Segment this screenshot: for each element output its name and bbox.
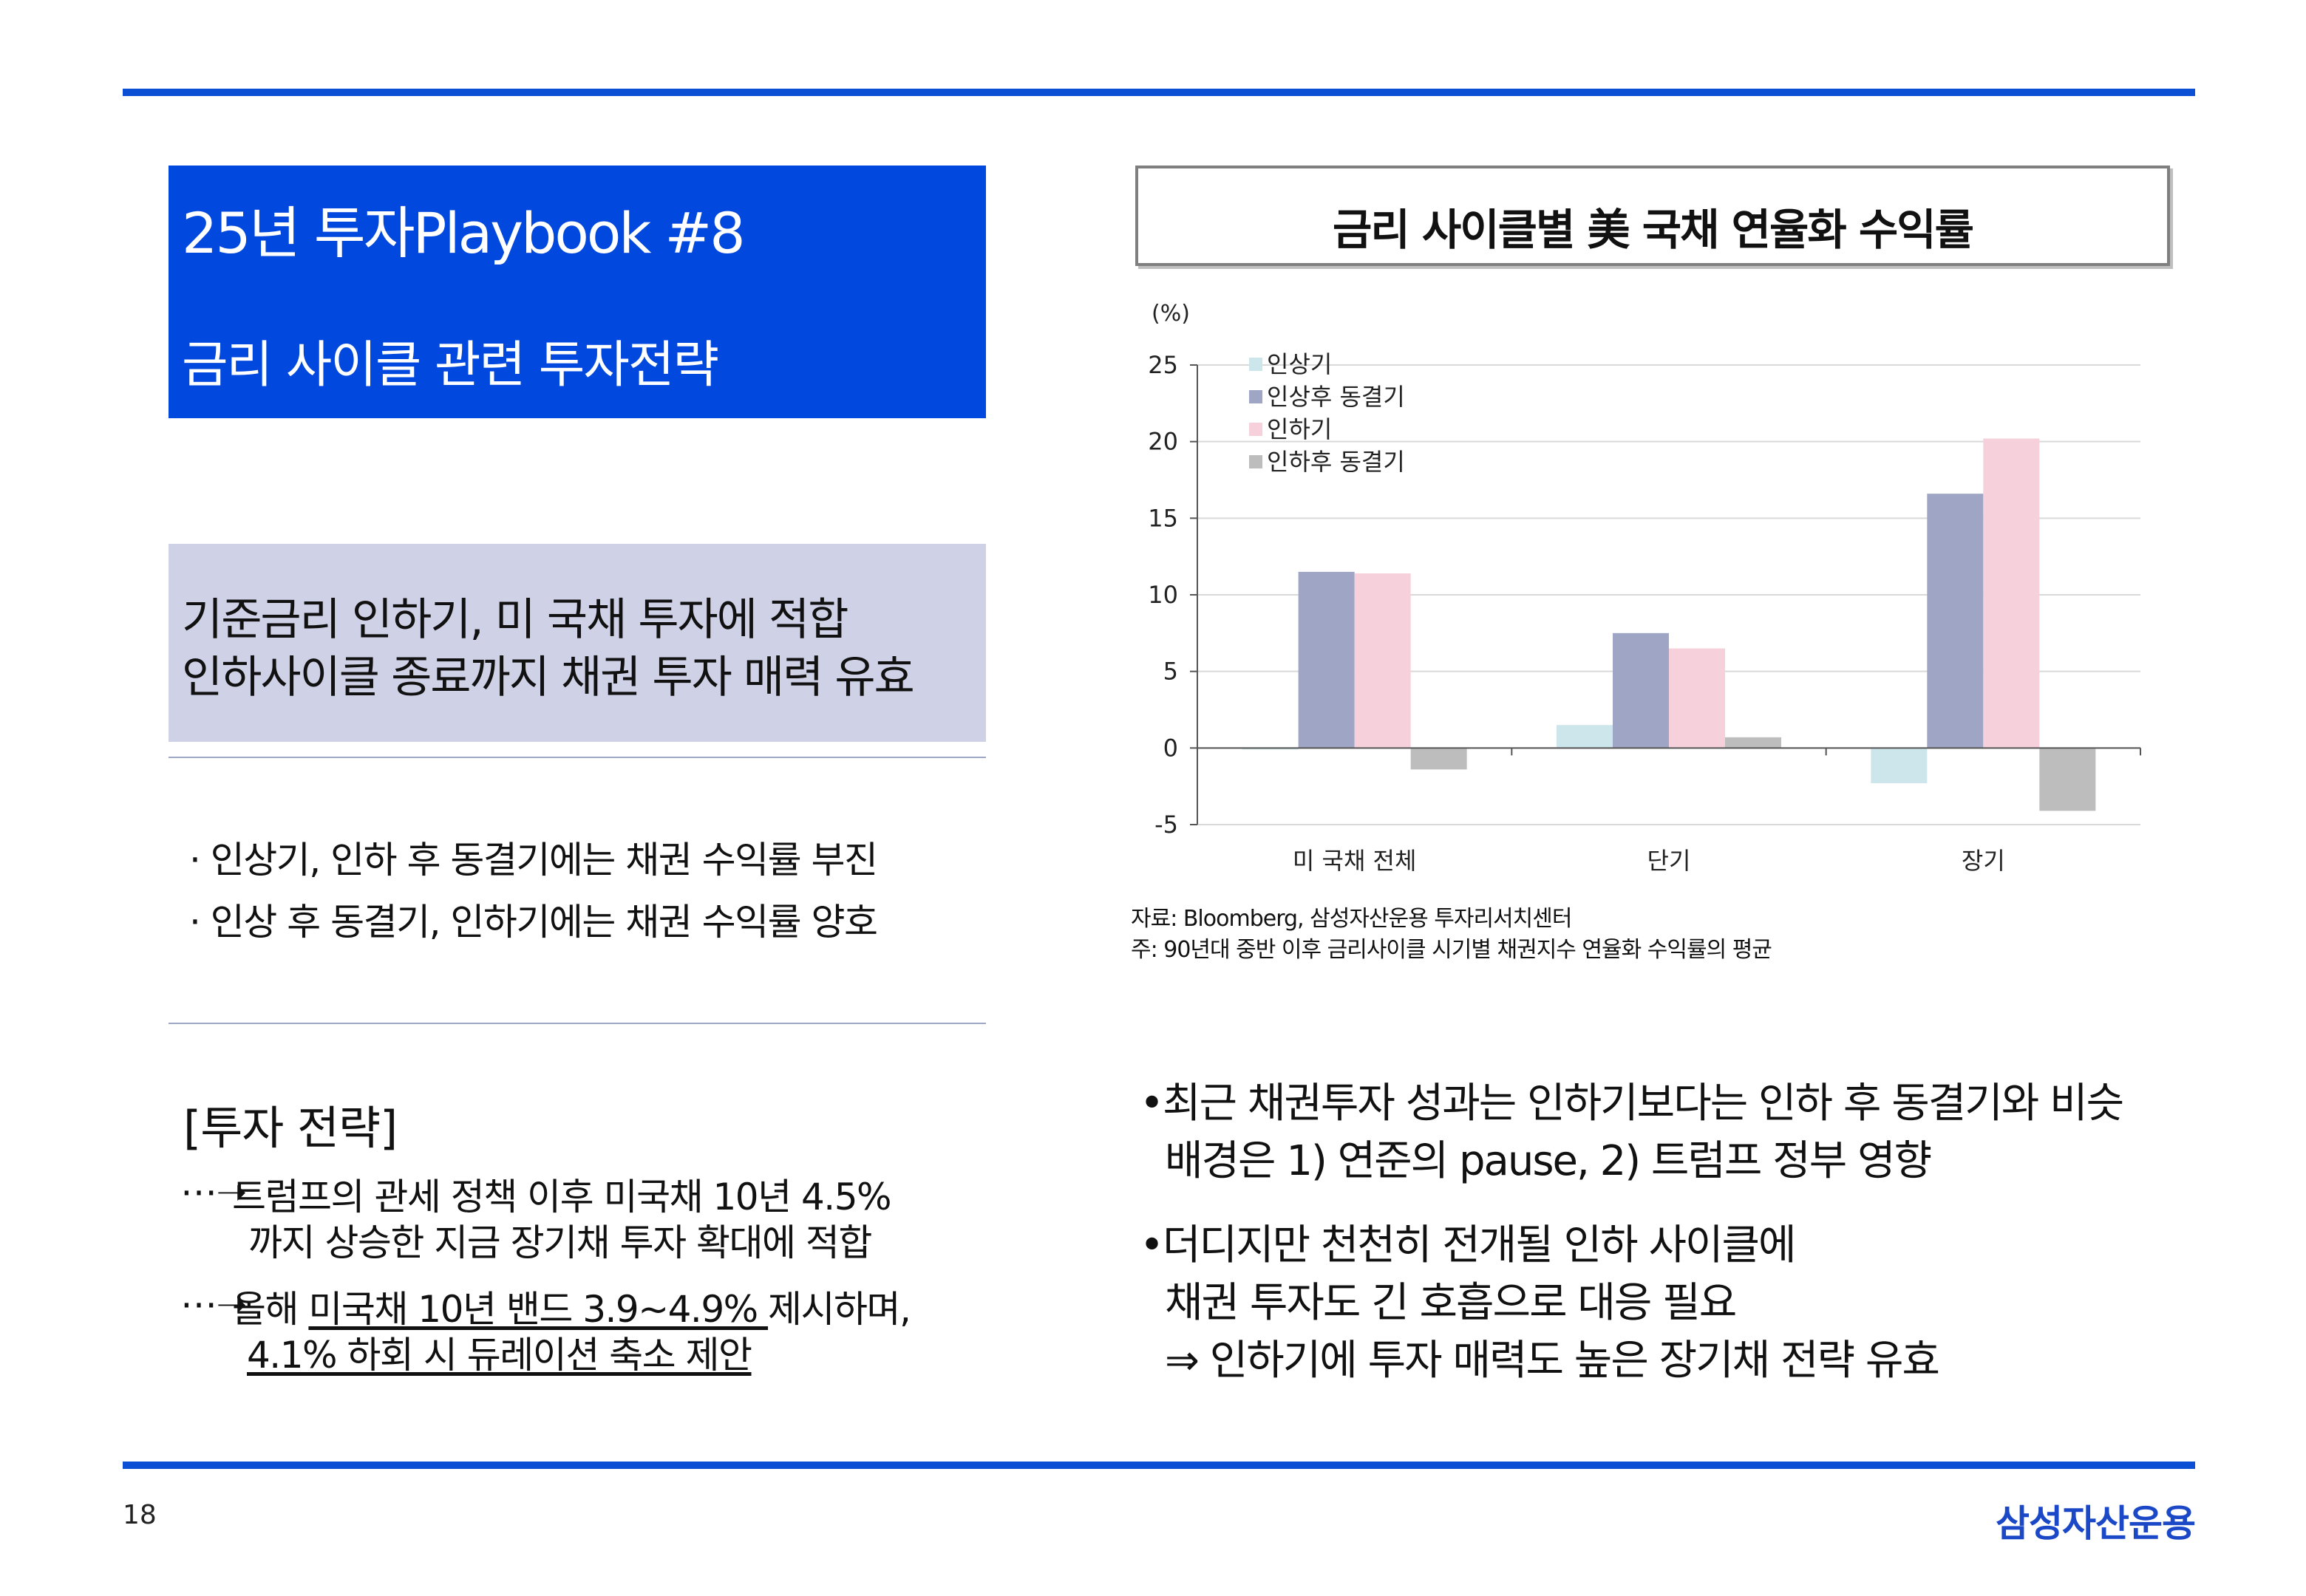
bar [1557,725,1613,748]
divider-bottom [169,1023,986,1024]
strategy-item-2-prefix: 올해 [232,1288,309,1331]
bar [1354,573,1411,748]
title-box: 25년 투자Playbook #8 금리 사이클 관련 투자전략 [169,166,986,418]
bar [1298,571,1355,748]
legend-label: 인상후 동결기 [1267,383,1405,411]
page-number: 18 [123,1500,157,1530]
x-tick-label: 미 국채 전체 [1293,847,1417,875]
right-bullet-2-line-1: •더디지만 천천히 전개될 인하 사이클에 [1140,1221,1797,1269]
strategy-item-2-suffix: 제시하며, [768,1288,911,1331]
legend-label: 인상기 [1267,350,1332,378]
bar [1725,737,1781,748]
right-bullet-2-line-3: ⇒ 인하기에 투자 매력도 높은 장기채 전략 유효 [1165,1337,1940,1385]
y-tick-label: 10 [1148,581,1178,609]
bar [1983,438,2040,748]
y-tick-label: 15 [1148,504,1178,532]
y-tick-label: 5 [1163,658,1178,686]
bar [1927,494,1984,748]
bottom-rule [123,1462,2195,1469]
strategy-item-2-line-1: 올해 미국채 10년 밴드 3.9~4.9% 제시하며, [232,1280,911,1333]
footnote: 주: 90년대 중반 이후 금리사이클 시기별 채권지수 연율화 수익률의 평균 [1131,937,1772,963]
y-axis-label: (%) [1152,301,1190,327]
legend-swatch [1249,423,1262,436]
arrow-icon: ⋯➝ [180,1170,247,1213]
bar [1242,748,1299,750]
bar [1871,748,1928,784]
x-tick-label: 장기 [1962,847,2005,875]
source-note: 자료: Bloomberg, 삼성자산운용 투자리서치센터 [1131,906,1572,932]
bar [1410,748,1467,770]
legend-label: 인하후 동결기 [1267,448,1405,476]
strategy-item-2-line-2: 4.1% 하회 시 듀레이션 축소 제안 [247,1334,752,1377]
bar [1613,632,1669,748]
y-tick-label: -5 [1154,811,1178,839]
page-title: 25년 투자Playbook #8 [182,200,746,266]
summary-line-1: 기준금리 인하기, 미 국채 투자에 적합 [182,594,848,646]
x-tick-label: 단기 [1647,847,1691,875]
strategy-item-1-line-1: 트럼프의 관세 정책 이후 미국채 10년 4.5% [232,1176,892,1218]
point-1: · 인상기, 인하 후 동결기에는 채권 수익률 부진 [189,839,878,881]
chart-title: 금리 사이클별 美 국채 연율화 수익률 [1332,205,1974,255]
strategy-item-1-line-2: 까지 상승한 지금 장기채 투자 확대에 적합 [248,1221,872,1264]
company-logo: 삼성자산운용 [1996,1502,2196,1545]
legend-label: 인하기 [1267,415,1332,443]
bar [2039,748,2096,811]
legend-swatch [1249,358,1262,371]
summary-box: 기준금리 인하기, 미 국채 투자에 적합 인하사이클 종료까지 채권 투자 매… [169,544,986,742]
right-bullet-2-line-2: 채권 투자도 긴 호흡으로 대응 필요 [1165,1279,1737,1327]
y-tick-label: 25 [1148,351,1178,379]
chart-title-box: 금리 사이클별 美 국채 연율화 수익률 [1135,166,2170,266]
arrow-icon: ⋯➝ [180,1283,247,1326]
right-bullet-1-line-2: 배경은 1) 연준의 pause, 2) 트럼프 정부 영향 [1165,1137,1932,1185]
page-subtitle: 금리 사이클 관련 투자전략 [182,336,719,395]
strategy-title: [투자 전략] [183,1101,398,1155]
y-tick-label: 0 [1163,734,1178,762]
summary-line-2: 인하사이클 종료까지 채권 투자 매력 유효 [182,652,915,703]
point-2: · 인상 후 동결기, 인하기에는 채권 수익률 양호 [189,901,878,944]
divider-top [169,757,986,758]
y-tick-label: 20 [1148,428,1178,456]
legend-swatch [1249,390,1262,403]
top-rule [123,89,2195,96]
strategy-item-2-underlined: 미국채 10년 밴드 3.9~4.9% [308,1288,769,1331]
bar [1669,648,1725,748]
right-bullet-1-line-1: •최근 채권투자 성과는 인하기보다는 인하 후 동결기와 비슷 [1140,1080,2124,1128]
legend-swatch [1249,455,1262,468]
